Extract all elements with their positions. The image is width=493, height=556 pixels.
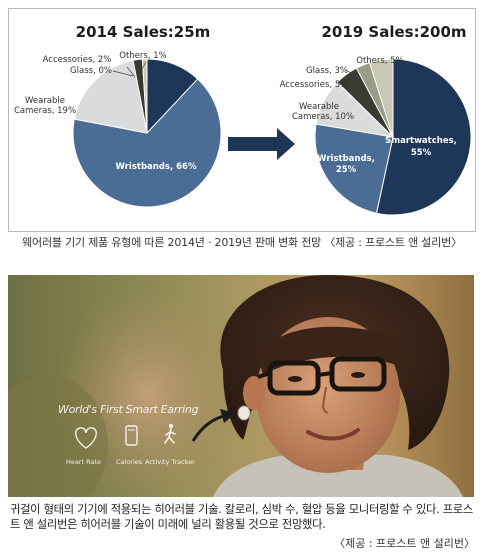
feature-label-activity-tracker: Activity Tracker [145,458,195,466]
leader-2014-glass [112,70,134,77]
pie2-slice-others [368,58,394,138]
pie1-slice-wearable-cameras [73,59,148,134]
label-2019-wristbands-2: 25% [336,165,357,175]
pie1-slice-wristbands [72,78,222,208]
label-2014-accessories: Accessories, 2% [43,55,112,65]
smart-earring [237,405,251,421]
pie2-slice-smartwatches [375,58,472,216]
leader-2014-accessories [126,66,136,78]
smart-earring-photo: World's First Smart Earring Heart Rate C… [8,275,474,497]
transition-arrow-icon [228,128,295,160]
pie1-slice-others [141,58,148,134]
leader-2019-glass [345,69,362,80]
photo-illustration [8,275,474,497]
chart-caption: 웨어러블 기기 제품 유형에 따른 2014년 · 2019년 판매 변화 전망… [22,236,462,249]
feature-label-calories: Calories [116,458,143,466]
label-2019-accessories: Accessories, 5% [280,80,349,90]
running-figure-icon [168,423,174,429]
sales-chart-figure: 2014 Sales:25m 2019 Sales:200m Wristband… [8,8,476,232]
smile [306,428,360,441]
ear [243,376,265,410]
label-2019-cameras-1: Wearable [299,102,339,112]
glasses-left-lens [267,360,321,396]
feature-label-heart-rate: Heart Rate [66,458,102,466]
photo-caption-source: 〈제공 : 프로스트 앤 설리번〉 [334,537,475,550]
label-2019-cameras-2: Cameras, 10% [292,112,354,122]
pie-2019 [314,58,472,216]
chart-2019-title: 2019 Sales:200m [321,23,466,41]
leader-2014-others [141,61,147,70]
sales-charts-svg: 2014 Sales:25m 2019 Sales:200m Wristband… [14,23,472,216]
label-2014-cameras-2: Cameras, 19% [14,106,76,116]
chart-2014-title: 2014 Sales:25m [76,23,211,41]
phone-icon [125,425,138,446]
label-2014-wristbands: Wristbands, 66% [115,162,196,172]
label-2019-wristbands-1: Wristbands, [317,154,375,164]
overlay-title: World's First Smart Earring [58,403,199,416]
photo-caption: 귀걸이 형태의 기기에 적용되는 히어러블 기술. 칼로리, 심박 수, 혈압 … [10,503,473,531]
label-2019-smartwatches-1: Smartwatches, [385,136,457,146]
label-2014-others: Others, 1% [119,51,166,61]
pie2-slice-wristbands [314,123,394,214]
pie-2014 [72,58,222,208]
label-2014-glass: Glass, 0% [70,66,112,76]
label-2019-glass: Glass, 3% [306,66,348,76]
label-2019-others: Others, 5% [356,56,403,66]
heart-icon [75,427,97,449]
shirt [213,453,463,497]
label-2014-cameras-1: Wearable [25,96,65,106]
label-2019-smartwatches-2: 55% [411,148,432,158]
